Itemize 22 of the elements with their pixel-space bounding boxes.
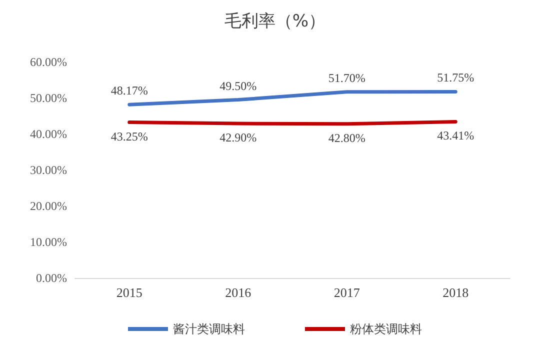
x-tick-label: 2016 [225,285,252,300]
legend-label: 粉体类调味料 [350,322,422,336]
legend-label: 酱汁类调味料 [173,322,245,336]
y-tick-label: 60.00% [30,55,67,69]
data-label: 43.41% [437,128,474,143]
x-tick-label: 2018 [442,285,469,300]
x-tick-label: 2017 [334,285,360,300]
data-label: 42.80% [328,130,366,145]
data-label: 49.50% [220,78,257,93]
data-label: 48.17% [110,84,148,98]
chart-title: 毛利率（%） [224,12,326,32]
y-tick-label: 40.00% [30,127,67,141]
y-tick-label: 20.00% [30,199,67,213]
data-label: 51.70% [328,70,366,85]
y-tick-label: 30.00% [30,163,67,177]
y-tick-label: 50.00% [30,91,67,105]
y-tick-label: 0.00% [36,271,67,285]
y-tick-label: 10.00% [30,235,67,249]
x-tick-label: 2015 [116,285,142,300]
data-label: 43.25% [110,129,148,144]
data-label: 51.75% [437,70,474,85]
data-label: 42.90% [220,130,257,145]
